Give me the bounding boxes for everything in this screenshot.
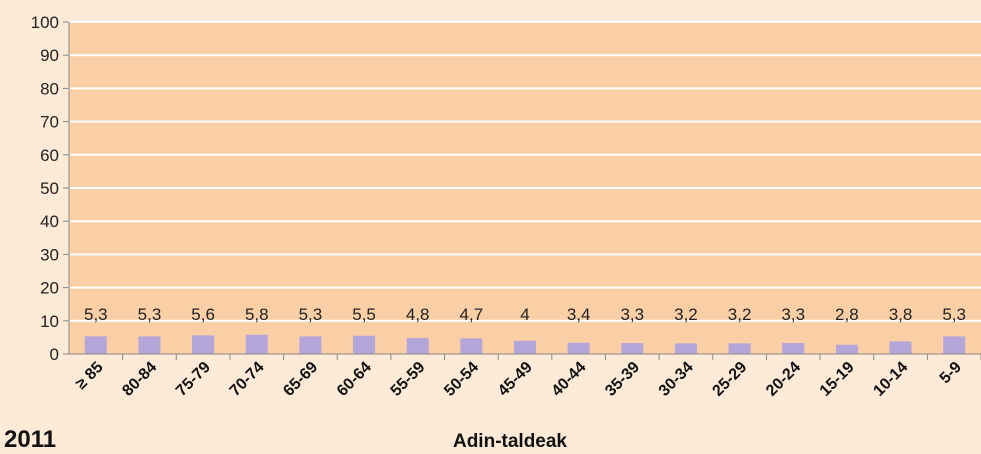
bar <box>728 343 751 354</box>
data-label: 5,3 <box>299 305 323 324</box>
data-label: 5,6 <box>191 305 215 324</box>
x-tick-label: ≥ 85 <box>73 359 107 393</box>
bar <box>84 336 107 354</box>
bar <box>460 338 483 354</box>
data-label: 4,8 <box>406 305 430 324</box>
x-tick-label: 50-54 <box>441 359 482 400</box>
y-tick-label: 20 <box>40 279 59 298</box>
y-tick-label: 80 <box>40 79 59 98</box>
bar <box>192 335 215 354</box>
bar <box>943 336 966 354</box>
data-label: 4 <box>520 305 529 324</box>
bars <box>84 334 966 354</box>
bar <box>782 343 805 354</box>
x-tick-label: 65-69 <box>280 359 321 400</box>
bar <box>567 342 590 354</box>
year-label: 2011 <box>4 426 56 453</box>
data-label: 4,7 <box>460 305 484 324</box>
x-tick-label: 15-19 <box>817 359 858 400</box>
bar <box>138 336 161 354</box>
y-tick-label: 70 <box>40 113 59 132</box>
data-label: 2,8 <box>835 305 859 324</box>
bar <box>621 343 644 354</box>
x-axis-title: Adin-taldeak <box>453 431 567 452</box>
y-tick-label: 0 <box>50 345 59 364</box>
x-tick-label: 30-34 <box>656 359 697 400</box>
data-label: 3,3 <box>620 305 644 324</box>
x-tick-label: 5-9 <box>937 359 965 387</box>
y-tick-label: 10 <box>40 312 59 331</box>
x-tick-label: 80-84 <box>119 359 160 400</box>
data-label: 5,3 <box>138 305 162 324</box>
y-tick-label: 50 <box>40 179 59 198</box>
y-tick-label: 90 <box>40 46 59 65</box>
y-tick-label: 100 <box>31 13 59 32</box>
data-label: 3,8 <box>889 305 913 324</box>
x-tick-label: 40-44 <box>549 359 590 400</box>
x-tick-label: 60-64 <box>334 359 375 400</box>
data-label: 5,3 <box>942 305 966 324</box>
data-label: 3,3 <box>781 305 805 324</box>
x-axis-ticks: ≥ 85 80-84 75-79 70-74 65-69 60-64 55-59 50-54 4… <box>73 354 981 400</box>
data-label: 5,3 <box>84 305 108 324</box>
y-tick-label: 60 <box>40 146 59 165</box>
bar <box>299 336 322 354</box>
y-tick-label: 30 <box>40 245 59 264</box>
bar <box>889 341 912 354</box>
bar <box>353 335 376 354</box>
data-label: 3,2 <box>728 305 752 324</box>
x-tick-label: 45-49 <box>495 359 536 400</box>
bar <box>406 338 429 354</box>
data-label: 5,5 <box>352 305 376 324</box>
bar <box>835 344 858 354</box>
data-labels: 5,3 5,3 5,6 5,8 5,3 5,5 4,8 4,7 4 3,4 3,3 3,2 3,2 3,3… <box>84 305 966 324</box>
data-label: 3,4 <box>567 305 591 324</box>
data-label: 5,8 <box>245 305 269 324</box>
x-tick-label: 25-29 <box>709 359 750 400</box>
bar <box>245 334 268 354</box>
y-axis-ticks: 0 10 20 30 40 50 60 70 80 90 100 <box>31 13 69 364</box>
y-tick-label: 40 <box>40 212 59 231</box>
bar <box>674 343 697 354</box>
bar <box>514 340 536 354</box>
data-label: 3,2 <box>674 305 698 324</box>
x-tick-label: 10-14 <box>870 359 911 400</box>
x-tick-label: 20-24 <box>763 359 804 400</box>
x-tick-label: 35-39 <box>602 359 643 400</box>
x-tick-label: 55-59 <box>388 359 429 400</box>
x-tick-label: 70-74 <box>227 359 268 400</box>
x-tick-label: 75-79 <box>173 359 214 400</box>
gridlines <box>69 21 981 322</box>
